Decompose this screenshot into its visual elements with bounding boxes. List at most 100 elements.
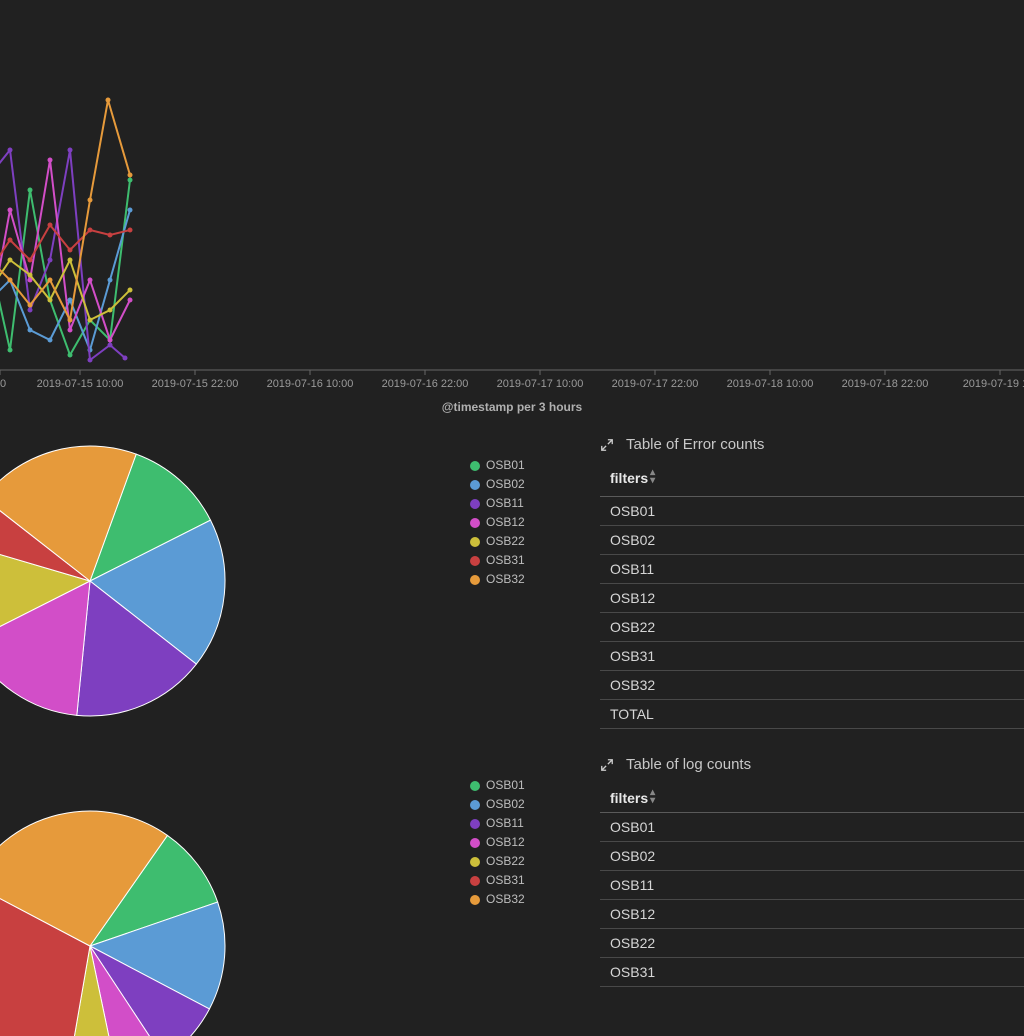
table-cell: OSB01 [600,497,1024,526]
legend-label: OSB01 [486,776,525,795]
legend-dot-icon [470,480,480,490]
table-cell: OSB22 [600,929,1024,958]
legend-label: OSB12 [486,513,525,532]
table-cell: OSB22 [600,613,1024,642]
legend-label: OSB31 [486,871,525,890]
table-cell: OSB11 [600,871,1024,900]
sort-icon[interactable]: ▴▾ [650,469,655,485]
table-cell: TOTAL [600,700,1024,729]
legend-item-OSB02[interactable]: OSB02 [470,795,525,814]
legend-label: OSB11 [486,814,524,833]
table-cell: OSB02 [600,526,1024,555]
table-row[interactable]: OSB01 [600,497,1024,526]
table-log-panel: Table of log counts filters▴▾ OSB01OSB02… [600,746,1024,1036]
expand-icon[interactable] [600,758,614,772]
legend-item-OSB11[interactable]: OSB11 [470,494,525,513]
header-label: filters [610,790,648,806]
legend-dot-icon [470,781,480,791]
legend-item-OSB32[interactable]: OSB32 [470,890,525,909]
legend-item-OSB31[interactable]: OSB31 [470,551,525,570]
legend-item-OSB22[interactable]: OSB22 [470,852,525,871]
table-cell: OSB31 [600,642,1024,671]
table-header-filters[interactable]: filters▴▾ [600,783,1024,813]
legend-label: OSB01 [486,456,525,475]
header-label: filters [610,470,648,486]
sort-icon[interactable]: ▴▾ [650,789,655,805]
x-tick-label: 00 [0,378,6,390]
x-tick-label: 2019-07-17 10:00 [497,378,584,390]
pie-error-legend: OSB01OSB02OSB11OSB12OSB22OSB31OSB32 [470,456,525,589]
table-row[interactable]: OSB11 [600,871,1024,900]
legend-dot-icon [470,461,480,471]
legend-dot-icon [470,876,480,886]
legend-dot-icon [470,499,480,509]
table-row[interactable]: OSB12 [600,584,1024,613]
legend-dot-icon [470,537,480,547]
pie-error-svg [0,426,470,746]
table-row[interactable]: OSB31 [600,642,1024,671]
legend-item-OSB01[interactable]: OSB01 [470,456,525,475]
legend-item-OSB02[interactable]: OSB02 [470,475,525,494]
legend-item-OSB11[interactable]: OSB11 [470,814,525,833]
table-row[interactable]: OSB02 [600,526,1024,555]
x-tick-label: 2019-07-18 10:00 [727,378,814,390]
legend-item-OSB22[interactable]: OSB22 [470,532,525,551]
x-tick-label: 2019-07-17 22:00 [612,378,699,390]
legend-label: OSB02 [486,475,525,494]
legend-dot-icon [470,838,480,848]
pie-chart-error: OSB01OSB02OSB11OSB12OSB22OSB31OSB32 [0,426,600,746]
table-cell: OSB32 [600,671,1024,700]
table-cell: OSB31 [600,958,1024,987]
legend-item-OSB32[interactable]: OSB32 [470,570,525,589]
x-tick-label: 2019-07-18 22:00 [842,378,929,390]
panel-title: Table of Error counts [626,436,764,453]
legend-item-OSB12[interactable]: OSB12 [470,833,525,852]
x-tick-label: 2019-07-16 22:00 [382,378,469,390]
table-row[interactable]: OSB22 [600,929,1024,958]
legend-dot-icon [470,819,480,829]
expand-icon[interactable] [600,438,614,452]
table-cell: OSB01 [600,813,1024,842]
legend-dot-icon [470,518,480,528]
legend-label: OSB31 [486,551,525,570]
legend-label: OSB12 [486,833,525,852]
legend-dot-icon [470,800,480,810]
panel-title: Table of log counts [626,756,751,773]
table-row[interactable]: TOTAL [600,700,1024,729]
line-chart-panel: 00 2019-07-15 10:00 2019-07-15 22:00 2019-0… [0,0,1024,420]
x-tick-label: 2019-07-16 10:00 [267,378,354,390]
table-row[interactable]: OSB02 [600,842,1024,871]
legend-label: OSB02 [486,795,525,814]
pie-log-svg [0,746,470,1036]
line-chart-svg [0,0,1024,420]
legend-item-OSB12[interactable]: OSB12 [470,513,525,532]
legend-dot-icon [470,575,480,585]
legend-dot-icon [470,857,480,867]
legend-item-OSB31[interactable]: OSB31 [470,871,525,890]
legend-item-OSB01[interactable]: OSB01 [470,776,525,795]
pie-log-legend: OSB01OSB02OSB11OSB12OSB22OSB31OSB32 [470,776,525,909]
table-header-filters[interactable]: filters▴▾ [600,463,1024,497]
table-error-panel: Table of Error counts filters▴▾ OSB01OSB… [600,426,1024,746]
table-cell: OSB12 [600,584,1024,613]
table-row[interactable]: OSB11 [600,555,1024,584]
table-row[interactable]: OSB12 [600,900,1024,929]
error-table: filters▴▾ OSB01OSB02OSB11OSB12OSB22OSB31… [600,463,1024,729]
table-cell: OSB12 [600,900,1024,929]
table-row[interactable]: OSB22 [600,613,1024,642]
pie-chart-log: OSB01OSB02OSB11OSB12OSB22OSB31OSB32 [0,746,600,1036]
legend-dot-icon [470,556,480,566]
x-axis-title: @timestamp per 3 hours [442,400,582,414]
log-table: filters▴▾ OSB01OSB02OSB11OSB12OSB22OSB31 [600,783,1024,987]
x-tick-label: 2019-07-15 22:00 [152,378,239,390]
x-tick-label: 2019-07-19 10: [963,378,1024,390]
legend-label: OSB32 [486,570,525,589]
table-row[interactable]: OSB01 [600,813,1024,842]
table-row[interactable]: OSB32 [600,671,1024,700]
legend-dot-icon [470,895,480,905]
legend-label: OSB11 [486,494,524,513]
x-tick-label: 2019-07-15 10:00 [37,378,124,390]
table-row[interactable]: OSB31 [600,958,1024,987]
legend-label: OSB22 [486,532,525,551]
table-cell: OSB11 [600,555,1024,584]
